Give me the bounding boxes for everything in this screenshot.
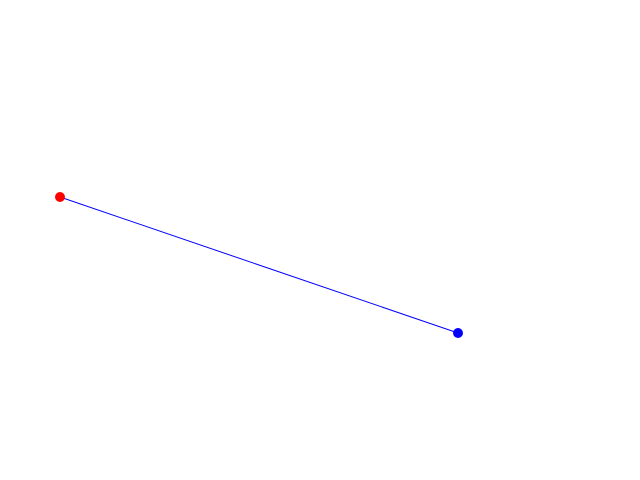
start-handle[interactable] [55, 192, 65, 202]
end-handle[interactable] [453, 328, 463, 338]
segment [59, 196, 459, 334]
